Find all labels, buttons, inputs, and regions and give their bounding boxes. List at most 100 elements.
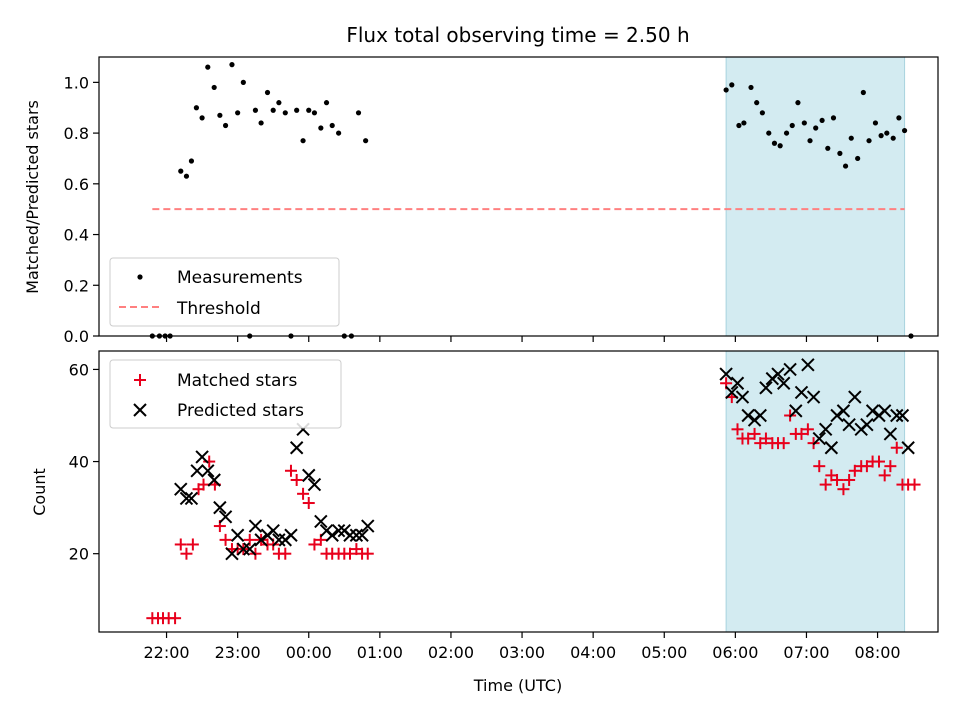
predicted-star-point	[201, 464, 215, 478]
predicted-star-point	[195, 450, 209, 464]
predicted-star-point	[325, 528, 339, 542]
bottom-x-ticks: 22:00 23:00 00:00 01:00 02:00 03:00 04:00 05:00…	[143, 632, 901, 662]
matched-star-point	[777, 437, 790, 450]
predicted-star-point	[213, 500, 227, 515]
top-highlight-span	[725, 56, 906, 337]
measurement-point	[837, 150, 843, 156]
top-y-tick-label: 0.4	[64, 226, 89, 245]
predicted-star-point	[349, 528, 364, 542]
predicted-star-point	[860, 417, 874, 432]
measurement-point	[188, 158, 195, 164]
x-tick-label: 03:00	[499, 643, 545, 662]
measurement-point	[336, 130, 342, 136]
matched-star-point	[813, 460, 826, 473]
measurement-points	[149, 62, 914, 339]
predicted-star-point	[818, 422, 833, 437]
matched-star-point	[748, 427, 761, 440]
top-y-ticks: 0.0 0.2 0.4 0.6 0.8 1.0	[64, 73, 99, 346]
x-tick-label: 22:00	[143, 643, 189, 662]
predicted-star-point	[794, 385, 809, 400]
predicted-star-point	[901, 441, 915, 455]
matched-star-point	[219, 533, 232, 546]
predicted-star-point	[314, 514, 328, 529]
top-axes-frame	[98, 56, 939, 337]
predicted-star-point	[355, 528, 369, 542]
legend-marker-predicted	[133, 403, 147, 417]
measurement-point	[276, 100, 282, 106]
predicted-star-point	[836, 404, 851, 418]
matched-star-point	[890, 441, 903, 454]
measurement-point	[363, 138, 369, 144]
predicted-star-point	[254, 533, 268, 547]
predicted-star-point	[179, 491, 194, 506]
predicted-star-point	[895, 408, 910, 423]
matched-star-point	[169, 612, 182, 625]
measurement-point	[855, 155, 861, 162]
x-tick-label: 23:00	[215, 643, 261, 662]
bottom-legend: Matched stars Predicted stars	[109, 359, 342, 429]
predicted-star-point	[759, 381, 773, 395]
matched-star-point	[343, 547, 356, 560]
predicted-star-point	[307, 477, 322, 492]
predicted-star-point	[207, 473, 221, 487]
measurement-point	[754, 100, 760, 106]
predicted-star-point	[806, 390, 821, 404]
matched-star-point	[290, 473, 303, 486]
measurement-point	[860, 89, 866, 96]
top-legend-box	[109, 257, 340, 327]
x-tick-label: 01:00	[357, 643, 403, 662]
predicted-star-point	[777, 376, 791, 390]
matched-star-point	[308, 538, 321, 551]
measurement-point	[748, 84, 754, 91]
legend-label-matched: Matched stars	[177, 371, 297, 391]
top-y-tick-label: 0.2	[64, 276, 89, 295]
measurement-point	[183, 173, 190, 179]
matched-star-point	[801, 423, 814, 436]
x-tick-label: 05:00	[641, 643, 687, 662]
bottom-y-tick-label: 20	[69, 545, 89, 564]
predicted-star-point	[218, 510, 233, 524]
predicted-star-point	[801, 358, 815, 372]
matched-star-point	[878, 469, 891, 482]
measurement-point	[211, 84, 217, 91]
predicted-star-point	[225, 546, 239, 561]
matched-star-point	[180, 547, 193, 560]
measurement-point	[866, 138, 872, 144]
predicted-star-point	[771, 367, 785, 381]
predicted-star-point	[343, 528, 357, 542]
predicted-stars-points	[174, 358, 915, 561]
predicted-star-point	[848, 390, 862, 404]
measurement-point	[901, 127, 908, 134]
chart-title: Flux total observing time = 2.50 h	[346, 23, 689, 47]
predicted-star-point	[789, 404, 803, 418]
predicted-star-point	[248, 519, 263, 533]
matched-star-point	[819, 478, 832, 491]
predicted-star-point	[331, 523, 346, 538]
matched-star-point	[759, 432, 772, 445]
predicted-star-point	[830, 408, 844, 423]
measurement-point	[222, 122, 229, 129]
matched-stars-points	[146, 377, 921, 625]
measurement-point	[355, 110, 362, 116]
measurement-point	[842, 163, 849, 169]
top-y-tick-label: 1.0	[64, 73, 89, 92]
predicted-star-point	[890, 408, 904, 423]
matched-star-point	[279, 547, 292, 560]
bottom-legend-box	[109, 359, 342, 429]
measurement-point	[813, 125, 819, 131]
measurement-point	[878, 133, 884, 139]
predicted-star-point	[783, 362, 797, 377]
predicted-star-point	[719, 367, 733, 381]
x-tick-label: 07:00	[783, 643, 829, 662]
measurement-point	[205, 64, 211, 70]
matched-star-point	[186, 538, 199, 551]
predicted-star-point	[289, 441, 304, 455]
measurement-point	[229, 62, 235, 68]
measurement-point	[766, 130, 772, 136]
measurement-point	[884, 130, 890, 136]
matched-star-point	[174, 538, 187, 551]
matched-star-point	[837, 483, 850, 496]
matched-star-point	[297, 487, 310, 500]
top-panel: 0.0 0.2 0.4 0.6 0.8 1.0 Matched/Predicted sta…	[23, 56, 939, 346]
bottom-highlight-span	[725, 350, 906, 633]
